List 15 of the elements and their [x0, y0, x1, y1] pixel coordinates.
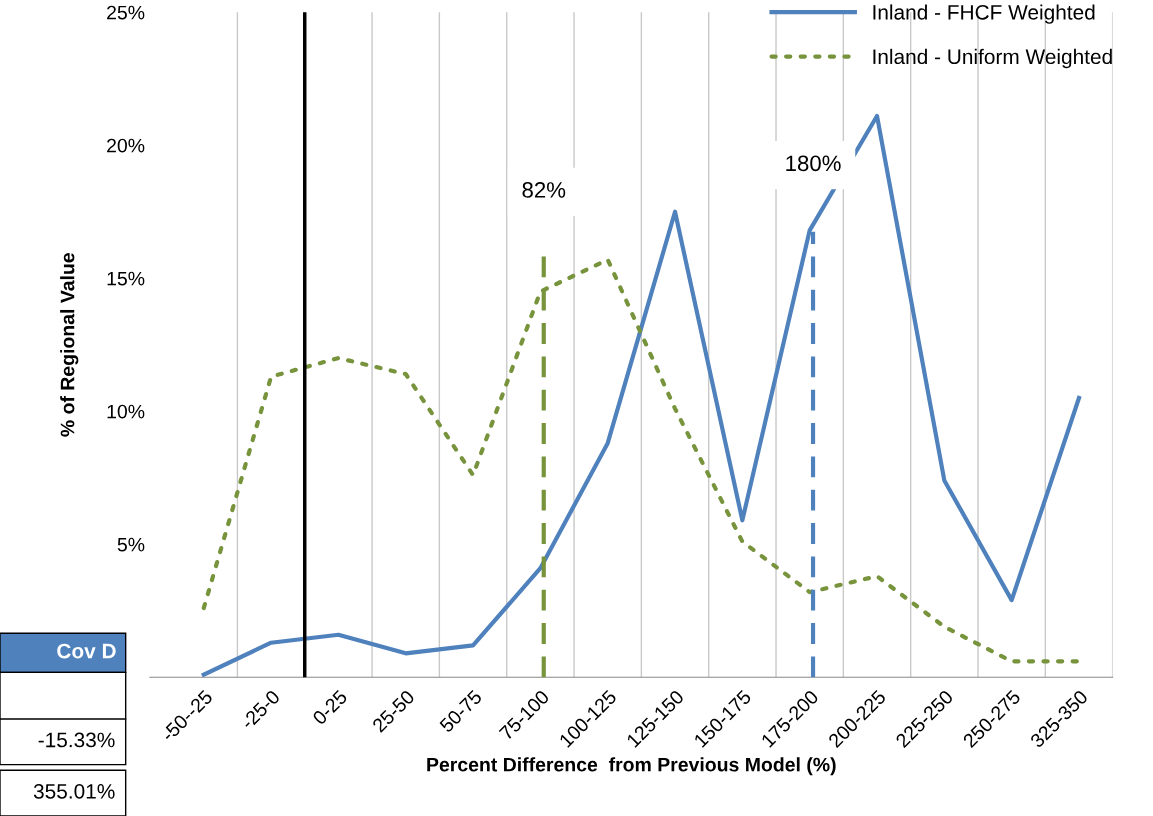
y-axis-title: % of Regional Value — [60, 253, 79, 437]
y-tick-label: 10% — [107, 404, 145, 419]
line-series — [201, 113, 1082, 677]
y-tick-label: 15% — [107, 271, 145, 286]
ref-line-label: 82% — [522, 182, 566, 198]
ref-line-label: 180% — [786, 155, 841, 172]
y-tick-label: 5% — [117, 537, 145, 552]
text: -15.33% — [38, 732, 115, 748]
y-tick-label: 20% — [107, 138, 145, 153]
text: Cov D — [57, 643, 116, 659]
y-tick-label: 25% — [107, 5, 145, 20]
text: 355.01% — [33, 783, 115, 799]
x-axis-title: Percent Difference from Previous Model (%) — [427, 757, 836, 776]
legend-label: Inland - FHCF Weighted — [873, 4, 1095, 24]
legend-label: Inland - Uniform Weighted — [873, 48, 1112, 69]
